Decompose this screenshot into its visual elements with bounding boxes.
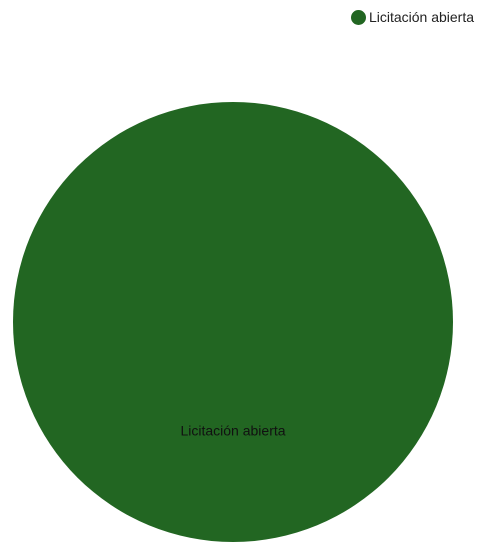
slice-label: Licitación abierta — [180, 423, 285, 439]
pie-slice[interactable] — [13, 102, 453, 542]
chart-legend: Licitación abierta — [350, 8, 474, 26]
legend-label: Licitación abierta — [368, 9, 474, 25]
legend-swatch-icon — [350, 9, 366, 25]
